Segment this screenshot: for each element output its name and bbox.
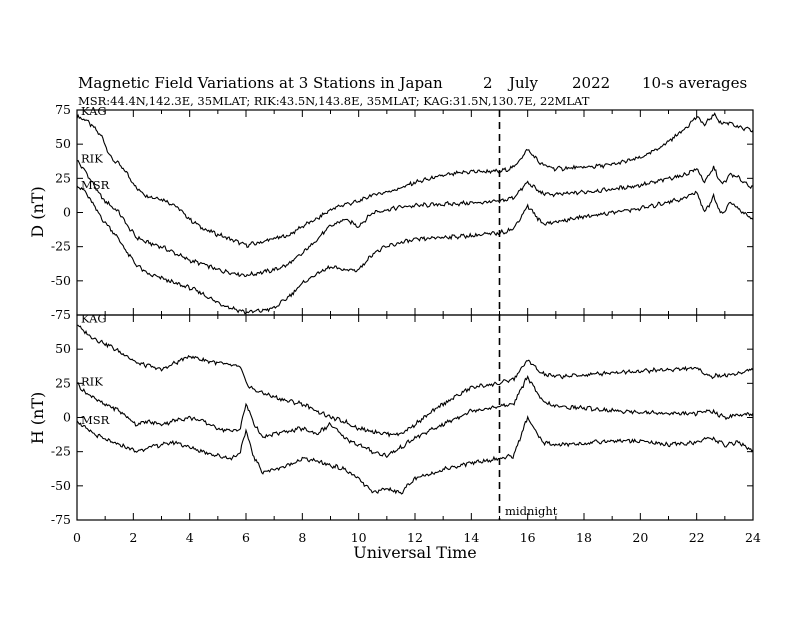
y-tick-label: -50 [51,273,71,288]
chart-month: July [507,74,538,92]
x-tick-label: 8 [298,530,306,545]
chart-subtitle: MSR:44.4N,142.3E, 35MLAT; RIK:43.5N,143.… [78,94,590,108]
y-tick-label: 0 [63,410,71,425]
y-tick-label: -75 [51,512,71,527]
station-label-kag: KAG [81,312,107,326]
x-tick-label: 4 [186,530,194,545]
x-tick-label: 0 [73,530,81,545]
chart-title: Magnetic Field Variations at 3 Stations … [78,74,443,92]
station-label-rik: RIK [81,152,103,166]
station-label-msr: MSR [81,413,110,427]
plot-layer: 75 50 25 0 -25 -50 -75 KAG RIK MSR 50 25 0 -25 -50 -75 K… [51,102,761,545]
x-tick-label: 2 [129,530,137,545]
series-line-msr [76,415,754,495]
series-line-msr [76,185,754,315]
chart-averaging: 10-s averages [642,74,747,92]
chart-day: 2 [483,74,493,92]
y-tick-label: 75 [55,102,71,117]
panel-frame [76,109,754,316]
y-tick-label: -75 [51,307,71,322]
series-line-rik [76,159,754,278]
y-tick-label: -25 [51,444,71,459]
y-tick-label: 25 [55,375,71,390]
station-label-kag: KAG [81,104,107,118]
h-panel-ylabel: H (nT) [28,392,47,445]
y-tick-label: -50 [51,478,71,493]
x-tick-label: 18 [576,530,592,545]
series-line-kag [77,324,754,438]
x-tick-label: 20 [632,530,648,545]
midnight-label: midnight [505,504,558,518]
chart-year: 2022 [572,74,610,92]
x-tick-label: 14 [463,530,479,545]
series-line-kag [76,112,754,248]
y-tick-label: 25 [55,170,71,185]
x-tick-label: 22 [689,530,705,545]
series-line-rik [76,374,754,459]
d-panel-ylabel: D (nT) [28,186,47,237]
x-axis-title: Universal Time [353,543,476,562]
y-tick-label: 0 [63,205,71,220]
x-tick-label: 6 [242,530,250,545]
y-tick-label: 50 [55,136,71,151]
x-tick-label: 24 [745,530,761,545]
x-tick-label: 12 [407,530,423,545]
station-label-msr: MSR [81,178,110,192]
station-label-rik: RIK [81,374,103,388]
x-tick-label: 16 [520,530,536,545]
y-tick-label: 50 [55,341,71,356]
x-tick-label: 10 [351,530,367,545]
y-tick-label: -25 [51,239,71,254]
